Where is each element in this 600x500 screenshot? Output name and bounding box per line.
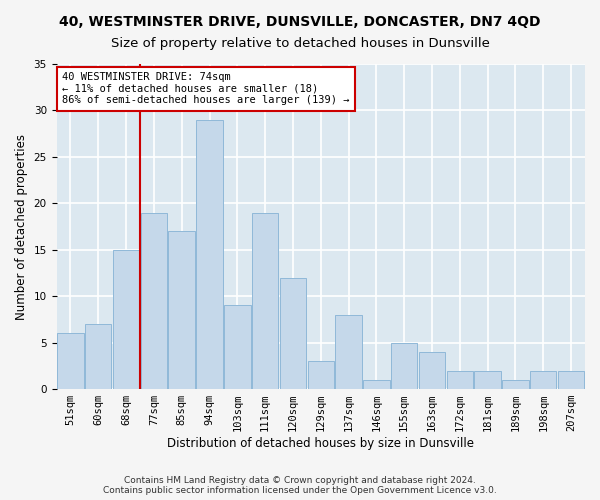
Text: Size of property relative to detached houses in Dunsville: Size of property relative to detached ho… <box>110 38 490 51</box>
Text: 40 WESTMINSTER DRIVE: 74sqm
← 11% of detached houses are smaller (18)
86% of sem: 40 WESTMINSTER DRIVE: 74sqm ← 11% of det… <box>62 72 349 106</box>
Bar <box>224 306 251 389</box>
Bar <box>280 278 306 389</box>
Bar <box>308 361 334 389</box>
X-axis label: Distribution of detached houses by size in Dunsville: Distribution of detached houses by size … <box>167 437 474 450</box>
Bar <box>335 315 362 389</box>
Text: Contains HM Land Registry data © Crown copyright and database right 2024.
Contai: Contains HM Land Registry data © Crown c… <box>103 476 497 495</box>
Bar <box>113 250 139 389</box>
Text: 40, WESTMINSTER DRIVE, DUNSVILLE, DONCASTER, DN7 4QD: 40, WESTMINSTER DRIVE, DUNSVILLE, DONCAS… <box>59 15 541 29</box>
Y-axis label: Number of detached properties: Number of detached properties <box>15 134 28 320</box>
Bar <box>475 370 501 389</box>
Bar <box>140 212 167 389</box>
Bar <box>252 212 278 389</box>
Bar <box>169 231 195 389</box>
Bar <box>85 324 112 389</box>
Bar <box>502 380 529 389</box>
Bar <box>363 380 389 389</box>
Bar <box>530 370 556 389</box>
Bar <box>391 342 418 389</box>
Bar <box>446 370 473 389</box>
Bar <box>57 334 83 389</box>
Bar <box>419 352 445 389</box>
Bar <box>196 120 223 389</box>
Bar <box>558 370 584 389</box>
